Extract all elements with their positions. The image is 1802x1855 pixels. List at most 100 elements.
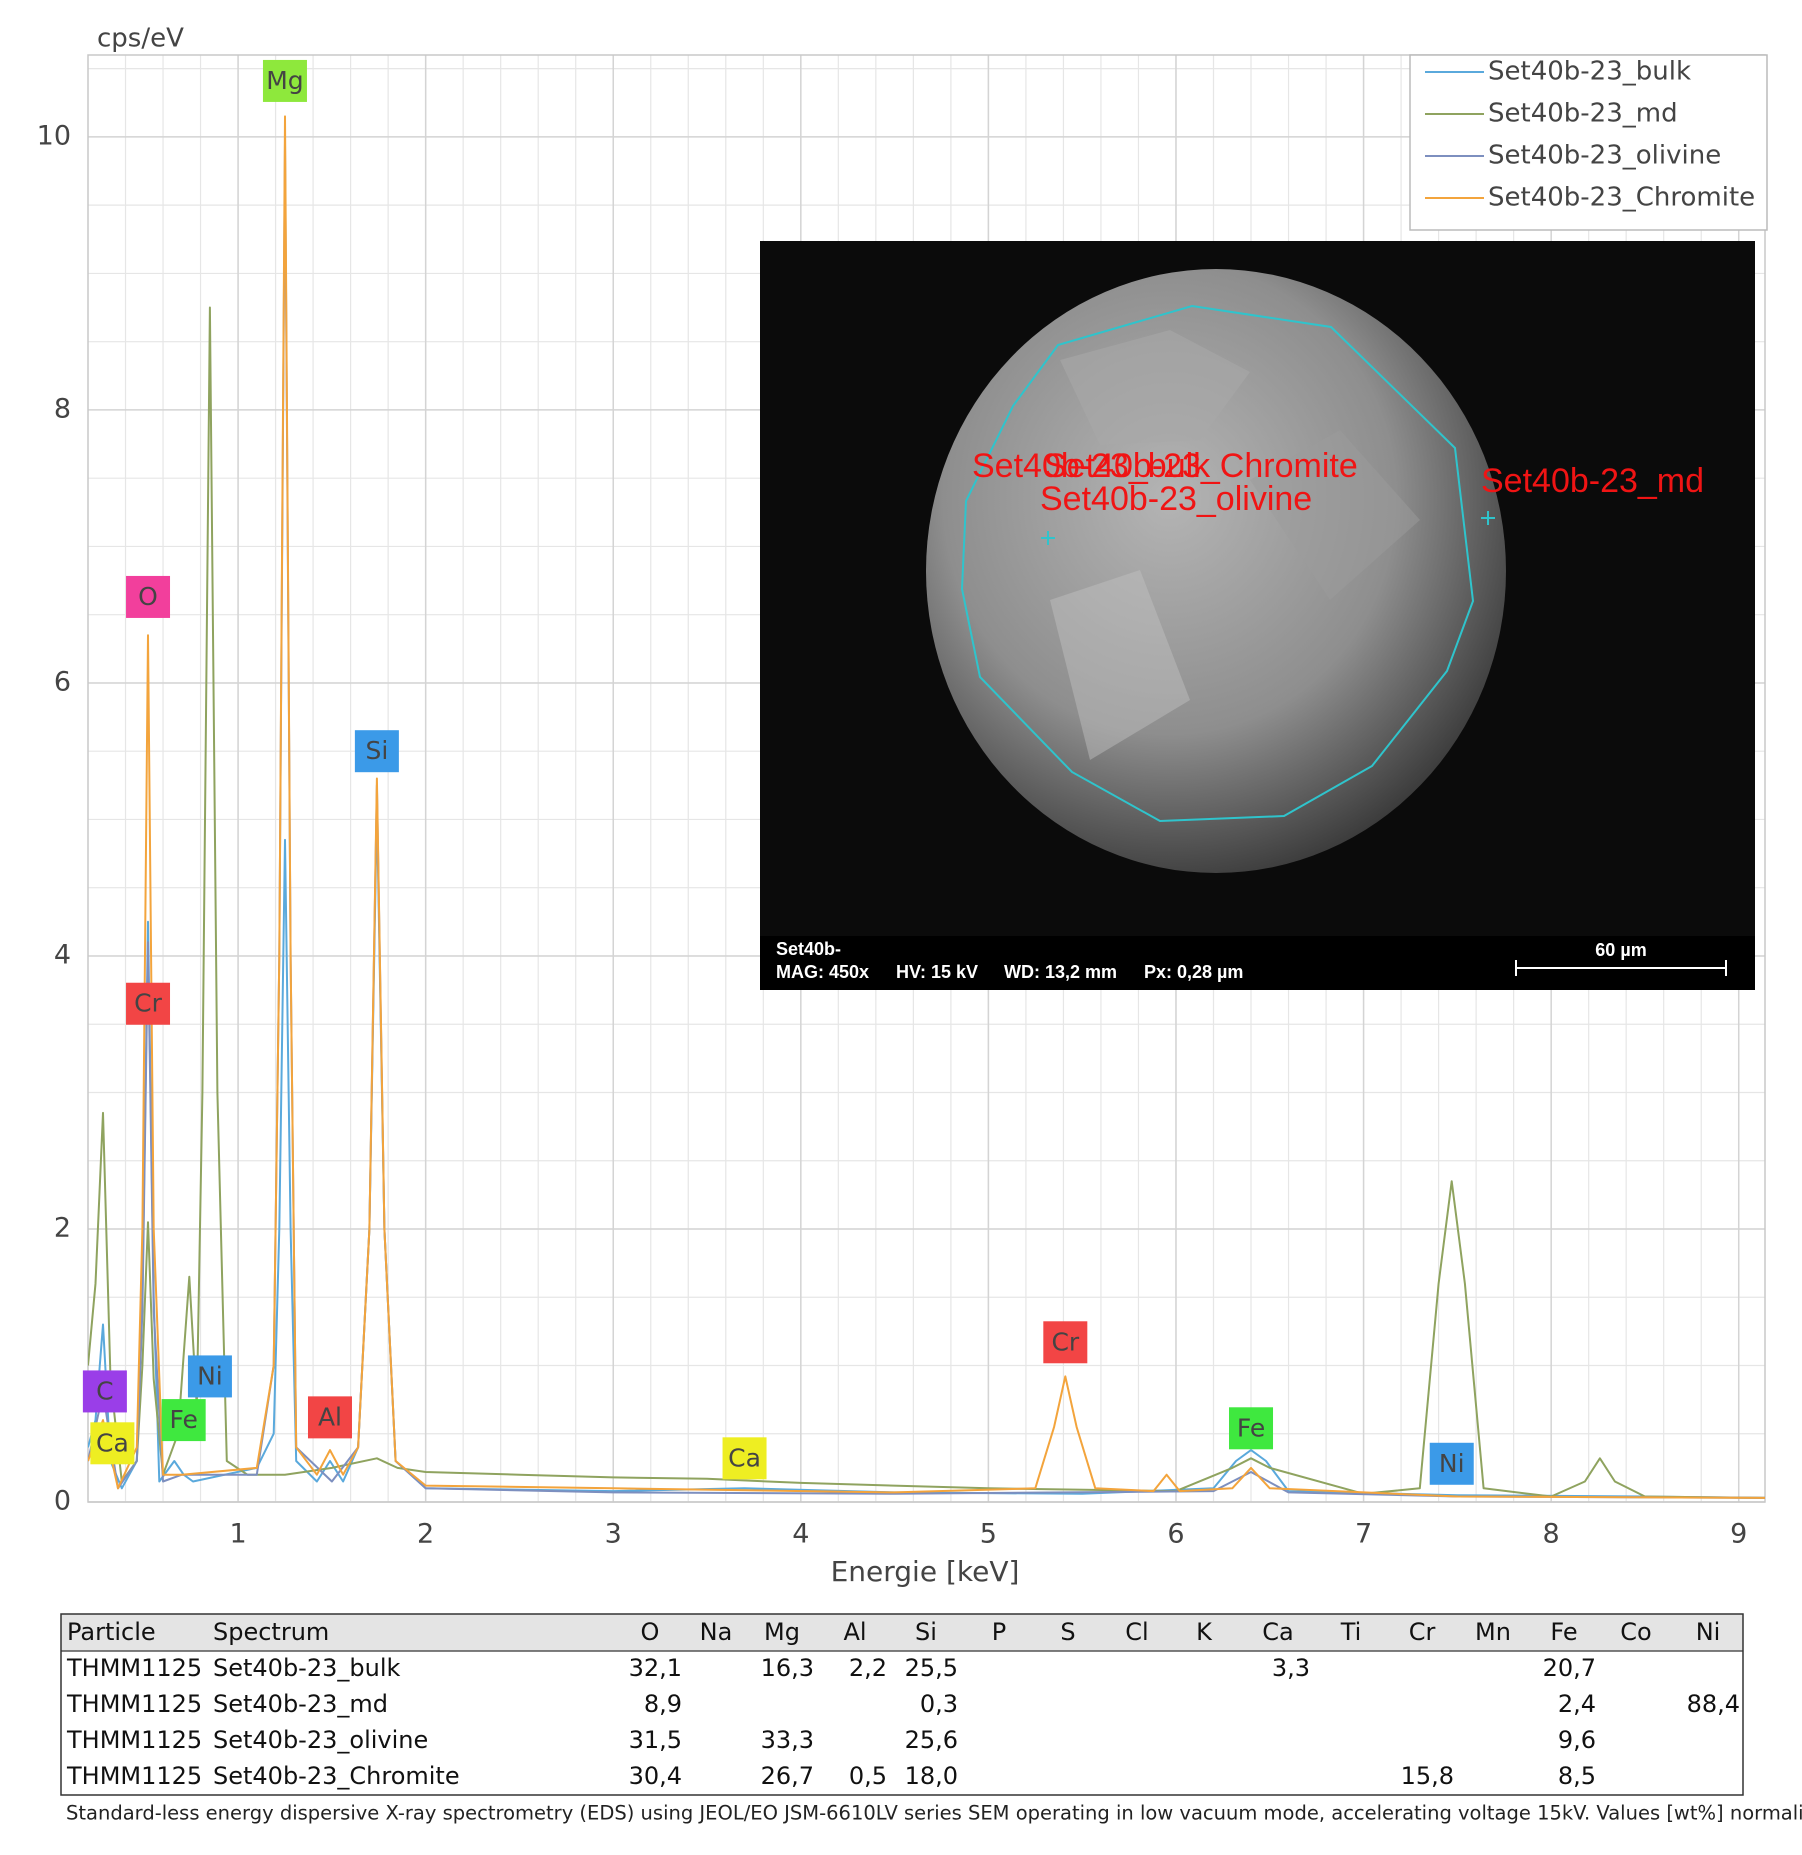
element-box [354, 730, 399, 773]
x-axis-label: Energie [keV] [831, 1555, 1020, 1588]
sem-info: MAG: 450x [776, 962, 869, 982]
scale-label: 60 µm [1595, 940, 1646, 960]
scale-bar [1515, 960, 1727, 976]
table-cell: 25,5 [905, 1654, 958, 1682]
legend-label: Set40b-23_Chromite [1488, 183, 1755, 213]
table-cell: 8,9 [644, 1690, 682, 1718]
table-cell: 2,2 [849, 1654, 887, 1682]
table-cell: 20,7 [1543, 1654, 1596, 1682]
table-cell: 2,4 [1558, 1690, 1596, 1718]
table-header: S [1060, 1618, 1075, 1646]
y-axis-label: cps/eV [97, 24, 184, 54]
element-label: Ni [197, 1361, 223, 1390]
x-tick-label: 7 [1355, 1519, 1372, 1550]
table-cell: 0,5 [849, 1762, 887, 1790]
table-cell: 31,5 [629, 1726, 682, 1754]
table-cell: 33,3 [761, 1726, 814, 1754]
table-header: Si [915, 1618, 937, 1646]
table-header: K [1196, 1618, 1213, 1646]
y-tick-label: 6 [54, 666, 71, 697]
sem-info: Set40b- [776, 939, 841, 959]
element-box [722, 1437, 767, 1480]
table-header: Ti [1340, 1618, 1362, 1646]
element-box [82, 1370, 127, 1413]
element-box [307, 1396, 352, 1439]
element-box [161, 1399, 206, 1442]
table-header: Mn [1475, 1618, 1511, 1646]
table-header: Ni [1696, 1618, 1721, 1646]
table-cell: 25,6 [905, 1726, 958, 1754]
element-label: Ca [96, 1428, 129, 1457]
element-box [262, 59, 307, 102]
table-cell: Set40b-23_Chromite [213, 1762, 460, 1790]
table-header: Al [843, 1618, 866, 1646]
y-tick-label: 8 [54, 393, 71, 424]
element-label: Ca [728, 1443, 761, 1472]
y-tick-label: 0 [54, 1486, 71, 1517]
spectrum-line [88, 306, 1765, 1499]
table-header: Mg [764, 1618, 800, 1646]
plot-frame [87, 54, 1766, 1503]
table-cell: 8,5 [1558, 1762, 1596, 1790]
table-cell: Set40b-23_md [213, 1690, 388, 1718]
analysis-area [960, 304, 1475, 823]
caption: Standard-less energy dispersive X-ray sp… [66, 1802, 1802, 1825]
x-tick-label: 4 [792, 1519, 809, 1550]
info-bar [760, 936, 1755, 990]
table-header: O [641, 1618, 660, 1646]
table-cell: 15,8 [1401, 1762, 1454, 1790]
facet [1250, 430, 1420, 600]
sem-info: HV: 15 kV [896, 962, 978, 982]
table-cell: 9,6 [1558, 1726, 1596, 1754]
table-cell: Set40b-23_bulk [213, 1654, 400, 1682]
spectrum-line [88, 115, 1765, 1499]
legend-label: Set40b-23_olivine [1488, 141, 1721, 171]
spectrum-label: Set40b-23_md [1481, 462, 1704, 500]
table-header: Particle [67, 1618, 156, 1646]
table-cell: 88,4 [1687, 1690, 1740, 1718]
element-label: Al [318, 1402, 342, 1431]
table-cell: 26,7 [761, 1762, 814, 1790]
spectra [88, 115, 1765, 1499]
table-border [60, 1613, 1744, 1796]
table-header: Cr [1409, 1618, 1436, 1646]
table-header: Na [700, 1618, 733, 1646]
spectrum-label: Set40b-23_bulk [972, 447, 1211, 485]
table: Particle Spectrum O Na Mg Al Si P S Cl K Ca Ti Cr Mn Fe… [60, 1613, 1744, 1796]
table-cell: THMM1125 [66, 1762, 202, 1790]
sem-image: Set40b-23_bulk Set40b-23_Chromite Set40b… [760, 241, 1755, 990]
element-label: Cr [1051, 1327, 1079, 1356]
table-cell: THMM1125 [66, 1726, 202, 1754]
table-cell: 18,0 [905, 1762, 958, 1790]
element-label: C [96, 1376, 113, 1405]
element-box [126, 982, 171, 1025]
table-header: Cl [1125, 1618, 1148, 1646]
x-tick-label: 5 [980, 1519, 997, 1550]
table-cell: 30,4 [629, 1762, 682, 1790]
x-tick-label: 9 [1730, 1519, 1747, 1550]
table-cell: 16,3 [761, 1654, 814, 1682]
y-tick-label: 4 [54, 939, 71, 970]
table-cell: Set40b-23_olivine [213, 1726, 428, 1754]
legend-box [1409, 54, 1768, 231]
table-header: Spectrum [213, 1618, 329, 1646]
table-header: P [992, 1618, 1006, 1646]
element-label: Fe [1237, 1413, 1265, 1442]
y-tick-label: 2 [54, 1212, 71, 1243]
spectrum-label: Set40b-23_Chromite [1044, 447, 1358, 485]
x-tick-label: 3 [605, 1519, 622, 1550]
element-box [1229, 1407, 1274, 1450]
table-cell: 3,3 [1272, 1654, 1310, 1682]
element-label: Fe [169, 1405, 197, 1434]
x-tick-label: 6 [1167, 1519, 1184, 1550]
element-label: O [138, 582, 158, 611]
element-box [126, 575, 171, 618]
table-cell: 32,1 [629, 1654, 682, 1682]
spot-marker [1041, 511, 1495, 545]
table-header: Ca [1262, 1618, 1293, 1646]
element-label: Si [365, 736, 388, 765]
element-box [1043, 1321, 1088, 1364]
